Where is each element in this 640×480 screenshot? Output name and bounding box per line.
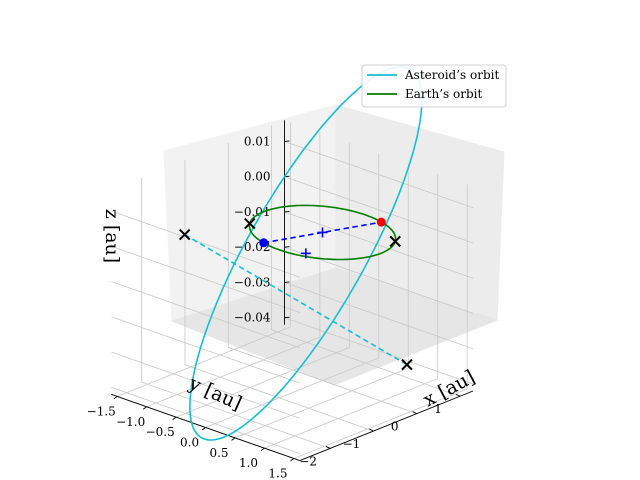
x-tick-2 — [172, 416, 177, 420]
grid-x-floor-2 — [175, 347, 350, 418]
x-tick-label-2: −0.5 — [146, 425, 175, 439]
z-tick-label-1: 0.00 — [244, 170, 271, 184]
grid-x-floor-3 — [205, 357, 379, 428]
y-tick-3 — [325, 446, 331, 449]
x-tick-label-0: −1.5 — [87, 404, 116, 418]
y-tick-label-1: 0 — [391, 420, 399, 434]
marker-point-0 — [376, 217, 386, 227]
dashed-line-1 — [184, 233, 408, 366]
grid-y-floor-2 — [184, 364, 374, 432]
marker-cross-6 — [244, 217, 256, 230]
z-tick-3 — [284, 246, 290, 248]
x-axis-line — [111, 393, 300, 462]
legend: Asteroid’s orbit Earth’s orbit — [361, 64, 507, 108]
grid-x-floor-6 — [293, 388, 468, 459]
y-tick-label-3: −2 — [299, 454, 317, 468]
legend-label-asteroid: Asteroid’s orbit — [404, 68, 499, 82]
plot-area — [178, 65, 423, 441]
z-tick-label-0: 0.01 — [244, 134, 271, 148]
grid-z-right-4 — [284, 282, 474, 350]
grid-lines — [111, 122, 474, 459]
grid-z-left-4 — [111, 351, 300, 419]
axes-lines — [111, 120, 474, 462]
grid-y-floor-1 — [228, 347, 417, 414]
legend-label-earth: Earth’s orbit — [405, 87, 482, 101]
marker-plus-3 — [300, 248, 311, 259]
marker-cross-4 — [178, 228, 191, 241]
grid-z-right-2 — [284, 211, 474, 279]
x-tick-3 — [201, 427, 206, 431]
series-0-orbit — [189, 65, 423, 441]
x-tick-4 — [231, 437, 236, 441]
z-tick-5 — [284, 316, 290, 319]
x-tick-label-5: 1.0 — [239, 456, 258, 470]
grid-z-right-5 — [284, 317, 474, 385]
grid-x-floor-4 — [234, 367, 409, 439]
x-tick-6 — [290, 458, 295, 462]
marker-cross-b-5 — [389, 235, 401, 248]
z-tick-2 — [284, 211, 290, 213]
legend-box — [361, 64, 507, 108]
grid-x-floor-5 — [264, 378, 438, 449]
z-tick-0 — [284, 140, 290, 142]
x-tick-label-1: −1.0 — [116, 415, 145, 429]
marker-cross-b-4 — [178, 228, 191, 241]
series-1-orbit — [248, 204, 397, 261]
x-axis-label: x [au] — [420, 366, 479, 411]
dashed-line-0 — [263, 221, 382, 244]
y-tick-0 — [455, 393, 461, 397]
y-tick-1 — [412, 411, 417, 415]
z-tick-label-2: −0.01 — [234, 205, 271, 219]
x-tick-0 — [113, 396, 118, 400]
grid-z-left-2 — [111, 281, 300, 349]
grid-x-floor-0 — [117, 326, 291, 397]
tick-labels: −1.5−1.0−0.5 0.0 0.5 1.0 1.5 1 0 −1 −2 0.01 0.00 −0… — [87, 134, 442, 480]
grid-z-left-0 — [111, 210, 300, 278]
grid-y-floor-0 — [271, 329, 461, 397]
x-tick-1 — [142, 406, 147, 410]
z-tick-4 — [284, 281, 290, 283]
z-tick-label-4: −0.03 — [234, 275, 271, 289]
x-tick-5 — [260, 447, 265, 452]
marker-cross-b-7 — [401, 358, 413, 371]
marker-plus-2 — [317, 227, 328, 238]
marker-cross-b-6 — [244, 217, 256, 230]
x-tick-label-4: 0.5 — [209, 446, 228, 460]
grid-z-left-1 — [111, 245, 300, 313]
x-tick-label-3: 0.0 — [180, 435, 199, 449]
grid-x-floor-1 — [146, 336, 321, 408]
y-tick-2 — [369, 428, 374, 432]
grid-y-floor-3 — [141, 381, 331, 449]
grid-z-left-3 — [111, 316, 300, 384]
z-axis-label: z [au] — [101, 209, 123, 263]
x-tick-label-6: 1.5 — [268, 467, 287, 480]
grid-z-right-1 — [284, 176, 474, 244]
y-tick-label-0: 1 — [434, 402, 442, 416]
grid-z-right-0 — [284, 141, 474, 209]
marker-cross-7 — [401, 358, 413, 371]
y-axis-line — [299, 390, 474, 462]
y-tick-label-2: −1 — [343, 437, 361, 451]
marker-cross-5 — [389, 235, 401, 248]
floor-pane — [170, 267, 499, 386]
grid-z-left-5 — [111, 386, 300, 454]
z-tick-label-5: −0.04 — [234, 311, 271, 325]
marker-point-1 — [259, 238, 269, 248]
